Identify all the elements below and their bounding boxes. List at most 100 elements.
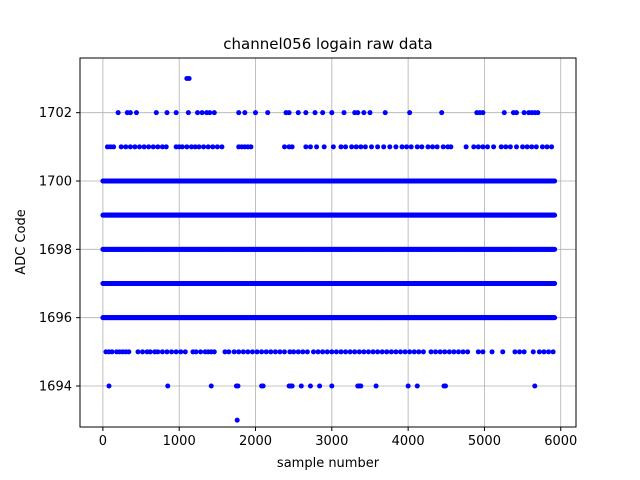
- data-point: [141, 144, 147, 150]
- data-point: [185, 110, 191, 116]
- data-point: [198, 349, 204, 355]
- data-point: [314, 144, 320, 150]
- data-point: [321, 144, 327, 150]
- data-point: [433, 349, 439, 355]
- data-point: [375, 144, 381, 150]
- x-tick-label: 2000: [239, 434, 272, 449]
- data-point: [260, 383, 266, 389]
- data-point: [207, 110, 213, 116]
- data-point: [210, 144, 216, 150]
- data-point: [329, 110, 335, 116]
- data-point: [399, 144, 405, 150]
- data-point: [188, 144, 194, 150]
- data-point: [111, 144, 117, 150]
- data-point: [544, 144, 550, 150]
- data-point: [533, 144, 539, 150]
- data-point: [343, 349, 349, 355]
- data-point: [448, 144, 454, 150]
- data-point: [317, 383, 323, 389]
- data-point: [242, 110, 248, 116]
- data-point: [268, 349, 274, 355]
- data-point: [552, 212, 558, 218]
- data-point: [387, 144, 393, 150]
- data-points: [100, 76, 558, 423]
- data-point: [358, 383, 364, 389]
- data-point: [503, 144, 509, 150]
- data-point: [373, 383, 379, 389]
- data-point: [287, 349, 293, 355]
- data-point: [541, 349, 547, 355]
- data-point: [222, 349, 228, 355]
- data-point: [234, 417, 240, 423]
- data-point: [196, 144, 202, 150]
- data-point: [307, 144, 313, 150]
- data-point: [184, 144, 190, 150]
- data-point: [414, 383, 420, 389]
- data-point: [517, 349, 523, 355]
- data-point: [397, 349, 403, 355]
- data-point: [465, 349, 471, 355]
- data-point: [146, 144, 152, 150]
- data-point: [329, 383, 335, 389]
- data-point: [118, 144, 124, 150]
- data-point: [416, 349, 422, 355]
- data-point: [259, 349, 265, 355]
- data-point: [428, 349, 434, 355]
- data-point: [263, 349, 269, 355]
- data-point: [341, 110, 347, 116]
- data-point: [219, 144, 225, 150]
- data-point: [407, 349, 413, 355]
- data-point: [235, 383, 241, 389]
- data-point: [123, 144, 129, 150]
- data-point: [393, 144, 399, 150]
- data-point: [361, 349, 367, 355]
- data-point: [437, 349, 443, 355]
- data-point: [361, 110, 367, 116]
- data-point: [201, 144, 207, 150]
- data-point: [480, 144, 486, 150]
- data-point: [248, 144, 254, 150]
- data-point: [414, 144, 420, 150]
- data-point: [173, 349, 179, 355]
- data-point: [513, 144, 519, 150]
- y-tick-label: 1696: [39, 311, 72, 326]
- data-point: [240, 349, 246, 355]
- data-point: [109, 349, 115, 355]
- data-point: [133, 110, 139, 116]
- data-point: [338, 349, 344, 355]
- data-point: [463, 144, 469, 150]
- data-point: [532, 383, 538, 389]
- data-point: [552, 315, 558, 321]
- data-point: [455, 349, 461, 355]
- x-tick-label: 4000: [392, 434, 425, 449]
- data-point: [343, 144, 349, 150]
- data-point: [135, 349, 141, 355]
- data-point: [312, 110, 318, 116]
- data-point: [205, 144, 211, 150]
- data-point: [137, 144, 143, 150]
- data-point: [320, 349, 326, 355]
- data-point: [375, 349, 381, 355]
- x-axis-label: sample number: [277, 456, 380, 471]
- data-point: [236, 349, 242, 355]
- data-point: [286, 110, 292, 116]
- data-point: [254, 349, 260, 355]
- data-point: [115, 110, 121, 116]
- data-point: [300, 349, 306, 355]
- data-point: [407, 110, 413, 116]
- data-point: [501, 110, 507, 116]
- data-point: [498, 144, 504, 150]
- y-axis-label: ADC Code: [14, 209, 29, 274]
- chart-title: channel056 logain raw data: [223, 35, 432, 53]
- data-point: [402, 349, 408, 355]
- data-point: [420, 349, 426, 355]
- data-point: [282, 349, 287, 355]
- data-point: [226, 349, 232, 355]
- data-point: [272, 349, 278, 355]
- x-tick-label: 0: [99, 434, 107, 449]
- data-point: [303, 110, 309, 116]
- data-point: [208, 383, 214, 389]
- data-point: [408, 144, 414, 150]
- data-point: [330, 144, 336, 150]
- data-point: [249, 349, 255, 355]
